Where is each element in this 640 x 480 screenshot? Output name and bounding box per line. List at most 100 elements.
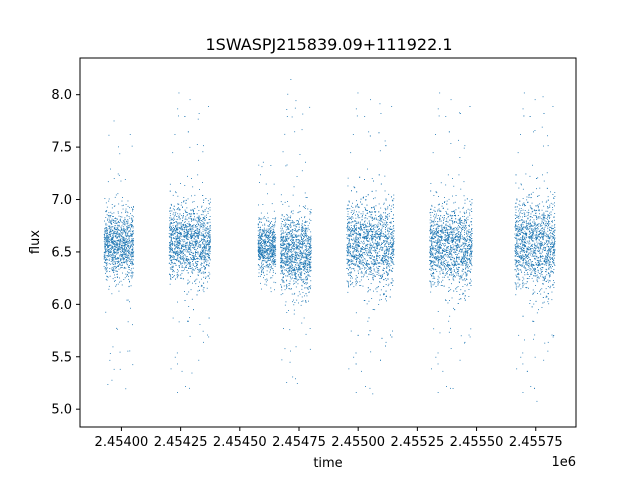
data-point (105, 241, 107, 242)
data-point (169, 230, 171, 231)
data-point (125, 254, 127, 256)
data-point (274, 265, 276, 267)
data-point (108, 241, 110, 243)
data-point (310, 257, 312, 259)
data-point (117, 249, 119, 251)
data-point (170, 278, 172, 279)
data-point (209, 221, 211, 223)
data-point (198, 215, 200, 217)
data-point (170, 207, 171, 209)
data-point (294, 248, 296, 249)
data-point (113, 230, 115, 232)
data-point (305, 264, 307, 266)
data-point (111, 246, 113, 248)
data-point (283, 277, 284, 278)
data-point (117, 232, 118, 234)
data-point (263, 231, 265, 232)
data-point (114, 220, 115, 222)
data-point (114, 264, 116, 266)
data-point (257, 250, 259, 252)
data-point (176, 260, 177, 262)
data-point (264, 241, 266, 243)
data-point (295, 278, 297, 280)
data-point (126, 248, 127, 249)
data-point (287, 260, 289, 262)
data-point (105, 256, 107, 258)
data-point (285, 226, 287, 228)
data-point (125, 241, 127, 243)
data-point (126, 249, 128, 251)
data-point (189, 234, 191, 235)
data-point (287, 227, 289, 229)
data-point (123, 228, 125, 230)
data-point (196, 252, 198, 254)
data-point (291, 264, 293, 266)
data-point (203, 262, 205, 264)
data-point (269, 231, 271, 232)
data-point (265, 252, 267, 253)
data-point (293, 243, 295, 245)
data-point (264, 242, 266, 244)
data-point (171, 243, 173, 245)
data-point (127, 249, 129, 251)
data-point (109, 271, 111, 272)
data-point (300, 242, 301, 244)
data-point (291, 210, 292, 212)
data-point (259, 229, 261, 231)
data-point (298, 242, 299, 244)
data-point (200, 270, 201, 272)
data-point (112, 226, 114, 228)
data-point (266, 248, 268, 249)
data-point (289, 265, 291, 266)
data-point (301, 245, 303, 247)
data-point (201, 223, 203, 224)
data-point (188, 236, 190, 238)
data-point (186, 249, 188, 251)
data-point (286, 223, 288, 225)
data-point (105, 230, 107, 232)
data-point (130, 260, 132, 262)
data-point (106, 259, 108, 261)
data-point (307, 260, 309, 262)
data-point (185, 237, 187, 239)
data-point (199, 189, 200, 190)
data-point (193, 240, 195, 242)
data-point (274, 244, 276, 246)
data-point (203, 259, 205, 261)
data-point (195, 240, 196, 242)
data-point (270, 248, 272, 249)
data-point (292, 235, 294, 237)
data-point (193, 269, 195, 271)
data-point (133, 206, 134, 208)
data-point (180, 229, 182, 231)
data-point (267, 230, 269, 232)
data-point (284, 304, 286, 306)
data-point (287, 226, 289, 228)
data-point (113, 250, 115, 252)
data-point (286, 239, 288, 241)
data-point (193, 235, 195, 237)
data-point (203, 265, 205, 267)
data-point (172, 263, 174, 265)
data-point (195, 252, 197, 253)
data-point (108, 253, 109, 255)
data-point (127, 264, 128, 266)
data-point (120, 266, 122, 268)
data-point (193, 246, 195, 248)
data-point (262, 251, 264, 253)
data-point (191, 236, 193, 237)
data-point (205, 248, 207, 250)
data-point (196, 228, 198, 230)
data-point (274, 264, 276, 265)
data-point (286, 256, 287, 258)
data-point (281, 270, 283, 272)
data-point (267, 232, 269, 234)
data-point (118, 239, 120, 241)
data-point (293, 233, 295, 235)
data-point (107, 243, 109, 245)
data-point (270, 243, 272, 245)
data-point (306, 279, 308, 281)
data-point (273, 261, 275, 263)
data-point (180, 258, 181, 260)
data-point (118, 248, 120, 250)
